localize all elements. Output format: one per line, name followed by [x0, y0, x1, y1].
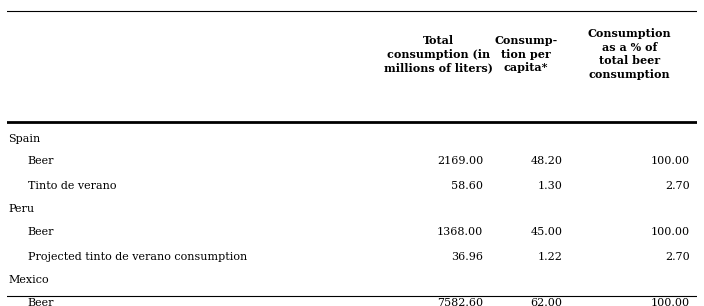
Text: Consump-
tion per
capita*: Consump- tion per capita*	[495, 35, 558, 73]
Text: 2169.00: 2169.00	[437, 156, 483, 166]
Text: Total
consumption (in
millions of liters): Total consumption (in millions of liters…	[384, 35, 493, 73]
Text: 45.00: 45.00	[530, 227, 562, 237]
Text: 100.00: 100.00	[651, 156, 690, 166]
Text: Spain: Spain	[8, 134, 41, 144]
Text: Consumption
as a % of
total beer
consumption: Consumption as a % of total beer consump…	[588, 28, 672, 80]
Text: 2.70: 2.70	[665, 181, 690, 191]
Text: 7582.60: 7582.60	[437, 298, 483, 306]
Text: 2.70: 2.70	[665, 252, 690, 262]
Text: 48.20: 48.20	[530, 156, 562, 166]
Text: Beer: Beer	[27, 227, 54, 237]
Text: 100.00: 100.00	[651, 227, 690, 237]
Text: Peru: Peru	[8, 204, 34, 215]
Text: 1.30: 1.30	[538, 181, 562, 191]
Text: 62.00: 62.00	[530, 298, 562, 306]
Text: Beer: Beer	[27, 298, 54, 306]
Text: Tinto de verano: Tinto de verano	[27, 181, 116, 191]
Text: 36.96: 36.96	[451, 252, 483, 262]
Text: 58.60: 58.60	[451, 181, 483, 191]
Text: 1.22: 1.22	[538, 252, 562, 262]
Text: Beer: Beer	[27, 156, 54, 166]
Text: Projected tinto de verano consumption: Projected tinto de verano consumption	[27, 252, 247, 262]
Text: Mexico: Mexico	[8, 275, 49, 285]
Text: 1368.00: 1368.00	[437, 227, 483, 237]
Text: 100.00: 100.00	[651, 298, 690, 306]
